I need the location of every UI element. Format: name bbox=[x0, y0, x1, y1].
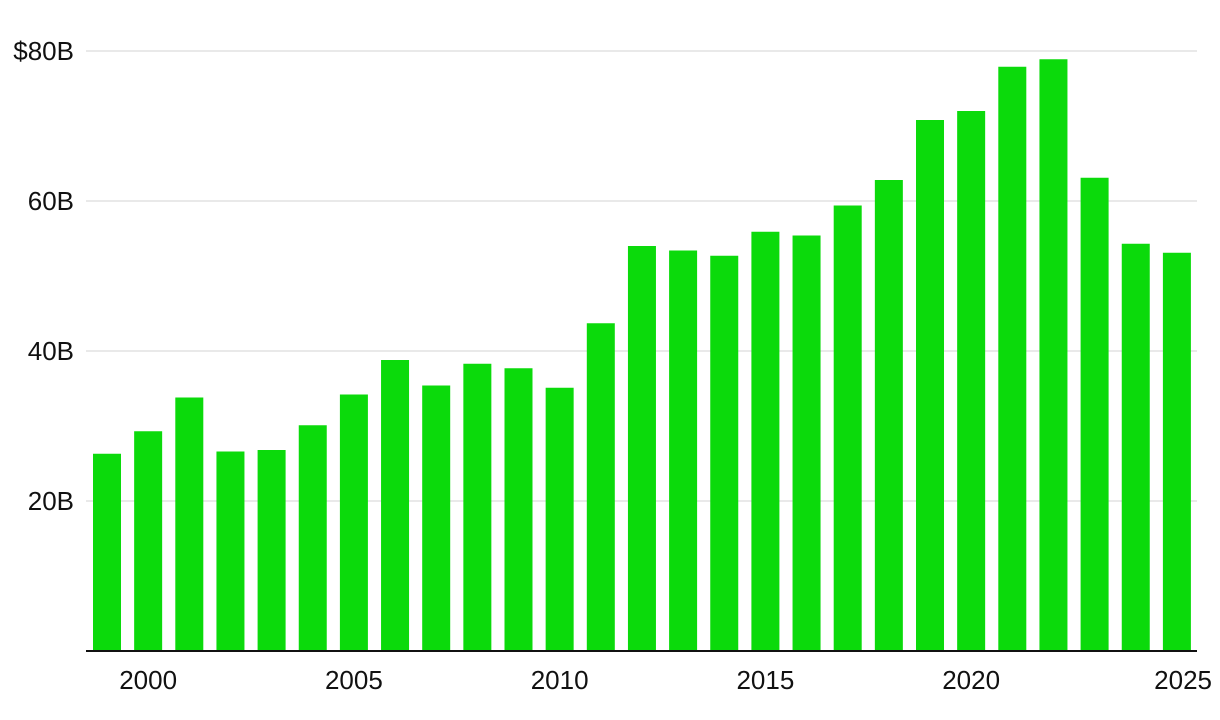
bar-2008 bbox=[463, 363, 492, 651]
x-tick-label-2015: 2015 bbox=[736, 665, 794, 695]
x-tick-labels: 2000 2005 2010 2015 2020 2025 bbox=[119, 665, 1212, 695]
bar-2016 bbox=[792, 235, 821, 651]
bar-2009 bbox=[504, 368, 533, 651]
y-tick-label-80: $80B bbox=[13, 36, 74, 66]
y-tick-label-60: 60B bbox=[28, 186, 74, 216]
bar-2007 bbox=[422, 385, 451, 651]
bar-2024 bbox=[1121, 243, 1150, 651]
bar-2022 bbox=[1039, 59, 1068, 651]
bar-2019 bbox=[916, 120, 944, 651]
bar-2003 bbox=[257, 450, 286, 651]
bar-2014 bbox=[710, 255, 739, 651]
x-tick-label-2020: 2020 bbox=[942, 665, 1000, 695]
bar-2001 bbox=[175, 397, 204, 651]
y-tick-labels: 20B 40B 60B $80B bbox=[13, 36, 74, 516]
bar-2013 bbox=[669, 250, 698, 651]
bar-2006 bbox=[381, 360, 410, 651]
bar-series bbox=[93, 59, 1191, 651]
x-tick-label-2025: 2025 bbox=[1154, 665, 1212, 695]
y-tick-label-20: 20B bbox=[28, 486, 74, 516]
bar-2025 bbox=[1162, 252, 1191, 651]
bar-2005 bbox=[339, 394, 368, 651]
bar-2012 bbox=[627, 246, 656, 651]
bar-1999 bbox=[93, 453, 121, 651]
y-tick-label-40: 40B bbox=[28, 336, 74, 366]
bar-2010 bbox=[545, 387, 574, 651]
x-tick-label-2005: 2005 bbox=[325, 665, 383, 695]
bar-2020 bbox=[957, 111, 986, 651]
bar-2011 bbox=[586, 323, 615, 651]
bar-2004 bbox=[298, 425, 327, 651]
bar-2000 bbox=[134, 431, 163, 651]
bar-2017 bbox=[833, 205, 862, 651]
x-tick-label-2010: 2010 bbox=[531, 665, 589, 695]
bar-2023 bbox=[1080, 177, 1109, 651]
bar-2002 bbox=[216, 451, 245, 651]
bar-2021 bbox=[998, 66, 1027, 651]
x-tick-label-2000: 2000 bbox=[119, 665, 177, 695]
bar-2015 bbox=[751, 231, 780, 651]
bar-2018 bbox=[874, 180, 903, 651]
